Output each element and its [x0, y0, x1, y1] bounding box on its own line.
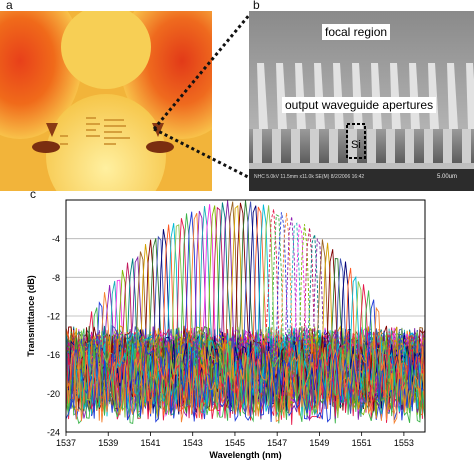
- waveguide-aperture: [348, 129, 357, 163]
- si-label: Si: [351, 139, 361, 151]
- waveguide-aperture: [424, 129, 433, 163]
- y-tick-label: -20: [47, 389, 60, 399]
- y-tick-labels: -4 -8 -12 -16 -20 -24: [47, 234, 60, 437]
- x-tick-label: 1547: [267, 438, 287, 448]
- y-tick-label: -4: [52, 234, 60, 244]
- sem-ridge: [257, 63, 268, 129]
- x-tick-label: 1553: [394, 438, 414, 448]
- waveguide-aperture: [329, 129, 338, 163]
- x-tick-label: 1541: [140, 438, 160, 448]
- channel-trace: [65, 209, 426, 405]
- waveguide-aperture: [405, 129, 414, 163]
- waveguide-aperture: [310, 129, 319, 163]
- focal-region-label: focal region: [322, 24, 391, 40]
- x-tick-label: 1545: [225, 438, 245, 448]
- waveguide-aperture: [253, 129, 262, 163]
- output-apertures-label: output waveguide apertures: [282, 97, 437, 113]
- waveguide-aperture: [272, 129, 281, 163]
- sem-info: NHC 5.0kV 11.5mm x11.0k SE(M) 8/2/2006 1…: [254, 174, 365, 180]
- channel-trace: [65, 299, 426, 423]
- panel-a-label: a: [6, 0, 13, 12]
- x-tick-labels: 1537 1539 1541 1543 1545 1547 1549 1551 1553: [56, 432, 414, 448]
- panel-b-label: b: [253, 0, 260, 12]
- waveguide-aperture: [386, 129, 395, 163]
- si-highlight-box: [346, 123, 366, 159]
- chart-traces: [65, 200, 426, 425]
- transmission-chart: -4 -8 -12 -16 -20 -24 1537 1539 1541 1543 1545 154…: [26, 199, 426, 460]
- x-tick-label: 1539: [98, 438, 118, 448]
- sem-ridge: [466, 63, 474, 129]
- waveguide-aperture: [462, 129, 471, 163]
- chart-frame: [65, 199, 426, 433]
- x-tick-label: 1543: [183, 438, 203, 448]
- sem-ridge: [447, 63, 458, 129]
- waveguide-aperture: [443, 129, 452, 163]
- x-tick-label: 1537: [56, 438, 76, 448]
- waveguide-aperture: [367, 129, 376, 163]
- x-axis-label: Wavelength (nm): [209, 450, 281, 460]
- channel-trace: [65, 306, 426, 425]
- x-tick-label: 1551: [352, 438, 372, 448]
- x-tick-label: 1549: [309, 438, 329, 448]
- zoom-connector: [152, 13, 252, 180]
- panel-c-label: c: [30, 187, 36, 201]
- y-tick-label: -12: [47, 312, 60, 322]
- y-tick-label: -8: [52, 273, 60, 283]
- waveguide-aperture: [291, 129, 300, 163]
- y-tick-label: -16: [47, 350, 60, 360]
- sem-scale-bar: 5.00um: [437, 174, 458, 180]
- y-tick-label: -24: [47, 428, 60, 438]
- y-axis-label: Transmittance (dB): [26, 275, 36, 357]
